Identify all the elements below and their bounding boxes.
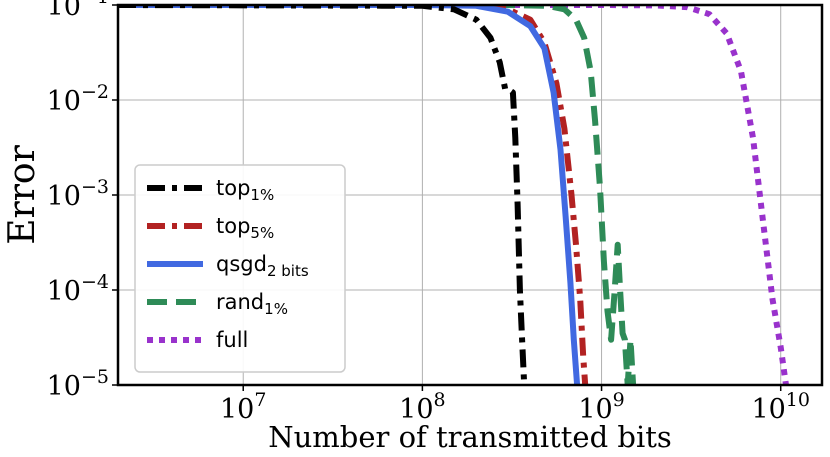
y-tick-base: 10 [47, 276, 81, 307]
x-tick-exponent: 8 [434, 389, 446, 411]
series-line-rand1 [118, 5, 637, 385]
legend-label-full: full [216, 328, 248, 352]
y-tick-exponent: −1 [81, 0, 109, 8]
legend-label-subscript: 2 bits [267, 262, 309, 280]
legend-label-main: rand [216, 290, 264, 314]
legend-label-main: top [216, 176, 250, 200]
legend-box [134, 164, 346, 373]
x-tick-exponent: 10 [786, 389, 810, 411]
x-tick-base: 10 [220, 394, 254, 425]
y-tick-label: 10−3 [47, 176, 109, 212]
x-axis-label: Number of transmitted bits [268, 420, 672, 454]
y-tick-base: 10 [47, 0, 81, 22]
y-tick-label: 10−5 [47, 366, 109, 402]
y-tick-exponent: −2 [81, 81, 109, 103]
series-line-top1 [118, 5, 528, 385]
y-tick-label: 10−4 [47, 271, 109, 307]
legend-label-subscript: 1% [264, 300, 288, 318]
x-tick-base: 10 [399, 394, 433, 425]
y-tick-label: 10−1 [47, 0, 109, 22]
x-tick-label: 109 [578, 389, 624, 425]
y-tick-base: 10 [47, 371, 81, 402]
x-tick-label: 107 [220, 389, 266, 425]
x-tick-label: 108 [399, 389, 445, 425]
legend-label-main: full [216, 328, 248, 352]
y-tick-base: 10 [47, 181, 81, 212]
legend-label-main: qsgd [216, 252, 267, 276]
y-tick-exponent: −5 [81, 366, 109, 388]
legend-label-top1: top1% [216, 176, 274, 204]
y-tick-exponent: −4 [81, 271, 109, 293]
x-tick-label: 1010 [751, 389, 810, 425]
legend-label-top5: top5% [216, 214, 274, 242]
legend-label-qsgd: qsgd2 bits [216, 252, 309, 280]
y-tick-label: 10−2 [47, 81, 109, 117]
x-tick-exponent: 7 [254, 389, 266, 411]
series-line-full [118, 5, 789, 385]
legend-label-subscript: 5% [250, 224, 274, 242]
x-tick-exponent: 9 [613, 389, 625, 411]
x-tick-base: 10 [578, 394, 612, 425]
y-axis-label: Error [2, 144, 43, 244]
legend-label-rand1: rand1% [216, 290, 288, 318]
y-tick-exponent: −3 [81, 176, 109, 198]
y-tick-base: 10 [47, 86, 81, 117]
x-tick-base: 10 [751, 394, 785, 425]
legend-label-main: top [216, 214, 250, 238]
legend-label-subscript: 1% [250, 186, 274, 204]
